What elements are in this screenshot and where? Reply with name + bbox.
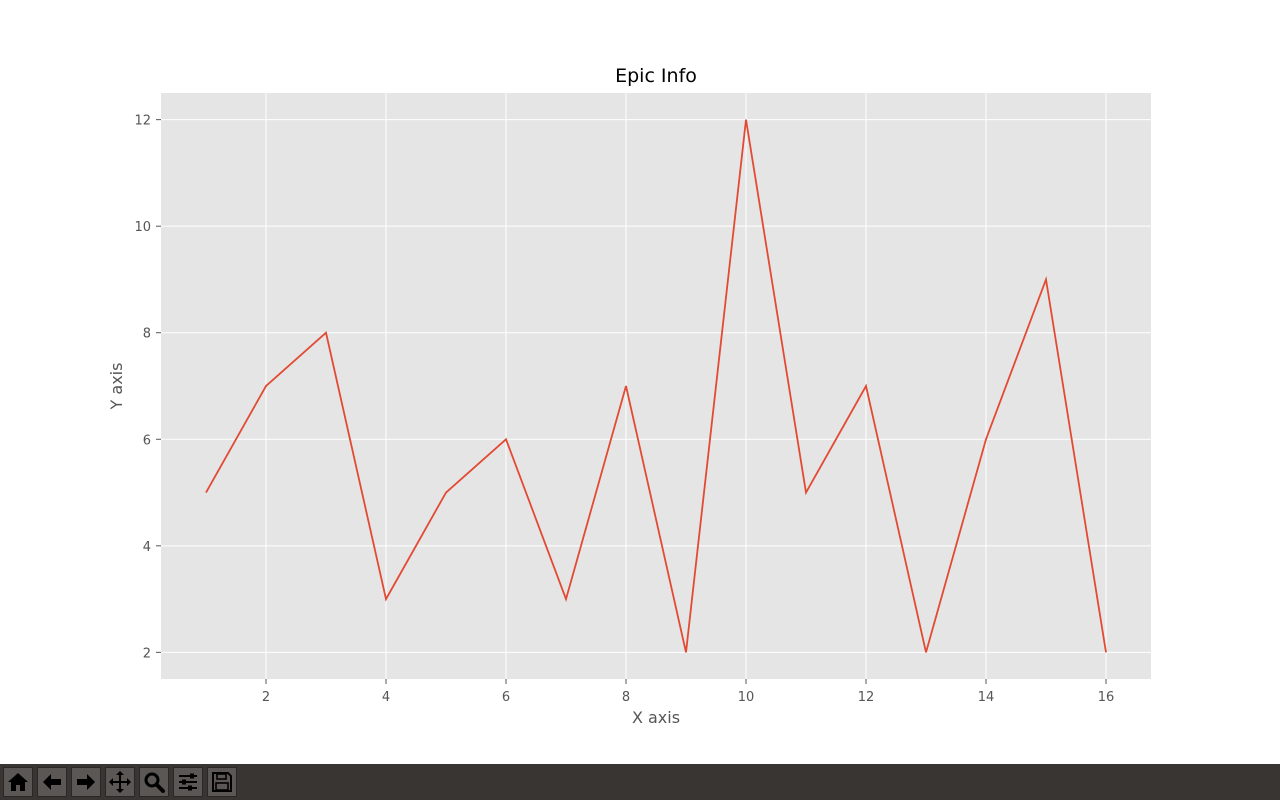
x-tick-label: 4 <box>382 690 390 705</box>
figure-canvas: 2 4 6 8 10 12 14 16 2 4 6 8 10 12 Epic Info X axis Y … <box>107 65 1151 727</box>
series-line <box>205 119 1107 653</box>
sliders-icon <box>179 773 197 791</box>
y-tick-label: 4 <box>143 540 151 555</box>
configure-subplots-button[interactable] <box>173 767 203 797</box>
x-tick-label: 16 <box>1098 690 1115 705</box>
y-tick-label: 2 <box>143 646 151 661</box>
y-tick-label: 8 <box>143 327 151 342</box>
home-button[interactable] <box>3 767 33 797</box>
x-tick-label: 10 <box>738 690 755 705</box>
move-icon <box>109 771 131 793</box>
back-button[interactable] <box>37 767 67 797</box>
x-tick-label: 12 <box>858 690 875 705</box>
y-axis-label: Y axis <box>107 363 126 411</box>
y-tick-label: 10 <box>134 220 151 235</box>
x-tick-label: 6 <box>502 690 510 705</box>
y-tick-label: 12 <box>134 114 151 129</box>
save-button[interactable] <box>207 767 237 797</box>
x-tick-label: 8 <box>622 690 630 705</box>
x-tick-label: 2 <box>262 690 270 705</box>
forward-button[interactable] <box>71 767 101 797</box>
axis-ticks: 2 4 6 8 10 12 14 16 2 4 6 8 10 12 <box>134 114 1114 705</box>
plot-area <box>161 93 1151 679</box>
x-tick-label: 14 <box>978 690 995 705</box>
x-axis-label: X axis <box>632 708 680 727</box>
arrow-right-icon <box>77 774 95 790</box>
zoom-button[interactable] <box>139 767 169 797</box>
navigation-toolbar <box>0 764 1280 800</box>
arrow-left-icon <box>43 774 61 790</box>
pan-button[interactable] <box>105 767 135 797</box>
floppy-disk-icon <box>212 772 232 792</box>
series-layer <box>205 119 1107 653</box>
magnifier-icon <box>144 772 165 793</box>
chart-title: Epic Info <box>615 65 697 87</box>
y-tick-label: 6 <box>143 433 151 448</box>
home-icon <box>8 773 28 791</box>
